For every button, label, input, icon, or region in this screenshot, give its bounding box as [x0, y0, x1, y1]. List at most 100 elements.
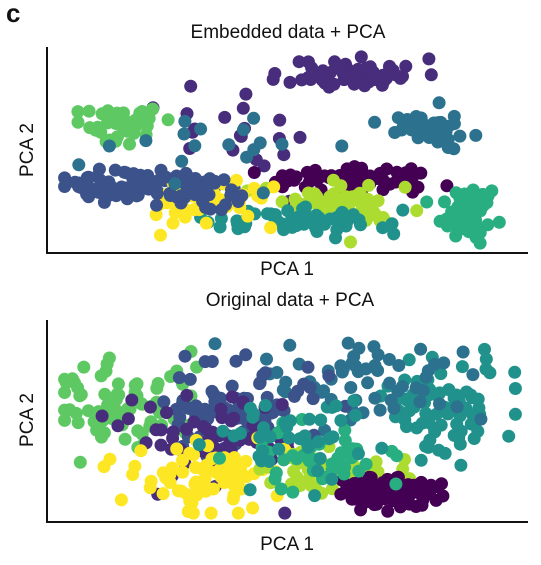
data-point: [237, 123, 250, 137]
data-point: [189, 399, 203, 413]
data-point: [225, 379, 239, 393]
data-point: [224, 414, 238, 428]
data-point: [454, 458, 468, 472]
data-point: [264, 221, 278, 235]
data-point: [240, 150, 254, 164]
data-point: [430, 407, 444, 421]
data-point: [286, 449, 300, 463]
data-point: [340, 215, 354, 229]
data-point: [347, 394, 361, 408]
data-point: [218, 110, 232, 124]
data-point: [313, 452, 327, 465]
data-point: [213, 451, 226, 465]
embedded-pca-chart: Embedded data + PCA PCA 1 PCA 2: [17, 22, 528, 280]
data-point: [361, 197, 375, 211]
data-point: [156, 466, 170, 480]
data-point: [81, 404, 95, 418]
data-point: [376, 221, 390, 235]
data-point: [400, 420, 413, 434]
data-point: [247, 111, 261, 125]
data-point: [354, 162, 367, 176]
data-point: [380, 162, 394, 176]
data-point: [492, 215, 506, 229]
data-point: [467, 202, 481, 215]
data-point: [203, 172, 217, 186]
data-point: [130, 377, 144, 391]
data-point: [260, 352, 273, 366]
data-point: [339, 168, 353, 182]
data-point: [114, 493, 128, 507]
data-point: [156, 487, 170, 501]
data-point: [234, 426, 247, 440]
data-point: [180, 388, 194, 402]
data-point: [399, 59, 413, 73]
data-point: [301, 360, 315, 374]
data-point: [286, 485, 300, 499]
data-point: [161, 113, 175, 127]
data-point: [198, 472, 212, 485]
data-point: [276, 383, 290, 397]
data-point: [293, 130, 307, 144]
data-point: [338, 423, 352, 437]
data-point: [364, 475, 377, 489]
data-point: [178, 114, 192, 128]
data-point: [508, 382, 522, 395]
data-point: [154, 228, 167, 242]
data-point: [361, 376, 375, 390]
data-point: [203, 202, 217, 216]
data-point: [246, 501, 260, 515]
data-point: [456, 345, 470, 359]
data-point: [243, 483, 257, 497]
data-point: [441, 141, 455, 154]
data-point: [118, 121, 132, 135]
data-point: [387, 67, 401, 81]
data-point: [170, 442, 184, 456]
data-point: [420, 195, 434, 209]
data-point: [143, 400, 157, 414]
data-point: [433, 397, 446, 411]
data-point: [334, 179, 348, 193]
data-point: [440, 179, 454, 193]
data-point: [405, 171, 419, 185]
data-point: [258, 399, 272, 412]
data-point: [239, 87, 253, 101]
data-point: [336, 66, 350, 80]
data-point: [58, 413, 72, 427]
data-point: [347, 77, 361, 91]
data-point: [308, 187, 322, 201]
data-point: [322, 369, 336, 383]
data-point: [225, 475, 239, 489]
data-point: [310, 198, 324, 211]
data-point: [97, 460, 111, 474]
data-point: [77, 360, 91, 374]
data-point: [82, 104, 96, 118]
data-point: [383, 376, 396, 390]
data-point: [150, 198, 163, 212]
data-point: [216, 424, 230, 438]
data-point: [178, 349, 192, 363]
data-point: [101, 399, 115, 413]
data-point: [341, 336, 355, 350]
data-point: [252, 449, 266, 463]
data-point: [381, 504, 395, 518]
data-point: [316, 64, 330, 78]
data-point: [389, 477, 403, 491]
data-point: [199, 216, 213, 230]
data-point: [329, 399, 343, 413]
data-point: [231, 506, 245, 520]
data-point: [287, 389, 301, 403]
data-point: [402, 497, 416, 511]
data-point: [424, 68, 438, 82]
data-point: [344, 235, 357, 249]
data-point: [100, 357, 114, 371]
data-point: [175, 398, 189, 412]
data-point: [297, 377, 311, 391]
data-point: [180, 422, 193, 436]
data-point: [387, 227, 401, 241]
data-point: [447, 117, 461, 131]
data-point: [428, 357, 442, 371]
data-point: [452, 428, 466, 442]
data-point: [362, 178, 376, 192]
data-point: [229, 354, 243, 368]
data-point: [58, 180, 72, 193]
